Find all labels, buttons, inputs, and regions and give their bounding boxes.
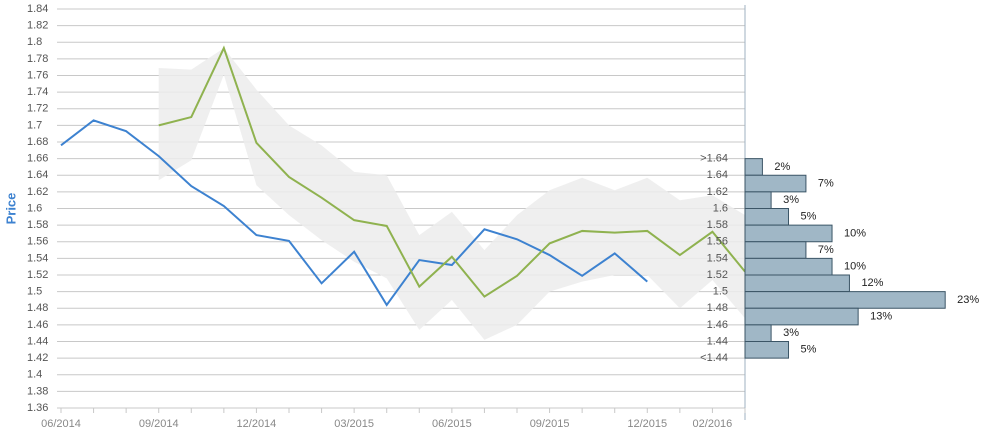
bin-label: 1.56 bbox=[707, 236, 728, 248]
y-tick-label: 1.6 bbox=[27, 202, 42, 214]
y-tick-label: 1.58 bbox=[27, 219, 48, 231]
histogram-bar bbox=[744, 291, 946, 309]
y-tick-label: 1.76 bbox=[27, 69, 48, 81]
bar-value-label: 2% bbox=[774, 161, 790, 173]
bin-label: 1.54 bbox=[707, 252, 728, 264]
x-tick-label: 02/2016 bbox=[693, 418, 733, 430]
y-tick-label: 1.44 bbox=[27, 335, 48, 347]
bar-value-label: 10% bbox=[844, 227, 866, 239]
histogram-bar bbox=[744, 158, 763, 176]
histogram-bar bbox=[744, 257, 833, 276]
bar-value-label: 5% bbox=[801, 211, 817, 223]
y-tick-label: 1.72 bbox=[27, 103, 48, 115]
y-tick-label: 1.66 bbox=[27, 153, 48, 165]
bin-label: >1.64 bbox=[700, 153, 728, 165]
histogram-bar bbox=[744, 174, 807, 193]
histogram-bar bbox=[744, 208, 790, 226]
bin-label: <1.44 bbox=[700, 352, 728, 364]
y-tick-label: 1.78 bbox=[27, 53, 48, 65]
y-tick-label: 1.4 bbox=[27, 369, 42, 381]
range-band bbox=[158, 48, 745, 340]
y-tick-label: 1.54 bbox=[27, 252, 48, 264]
x-tick-label: 06/2014 bbox=[41, 418, 81, 430]
bin-label: 1.52 bbox=[707, 269, 728, 281]
bin-label: 1.48 bbox=[707, 302, 728, 314]
x-tick-label: 12/2014 bbox=[237, 418, 277, 430]
bin-label: 1.44 bbox=[707, 335, 728, 347]
histogram-bar bbox=[744, 341, 790, 359]
y-tick-label: 1.64 bbox=[27, 169, 48, 181]
y-tick-label: 1.38 bbox=[27, 385, 48, 397]
histogram-bar bbox=[744, 191, 772, 209]
histogram-bar bbox=[744, 224, 833, 243]
y-tick-label: 1.7 bbox=[27, 119, 42, 131]
y-tick-label: 1.8 bbox=[27, 36, 42, 48]
y-tick-label: 1.74 bbox=[27, 86, 48, 98]
bar-value-label: 12% bbox=[861, 277, 883, 289]
y-tick-label: 1.62 bbox=[27, 186, 48, 198]
y-tick-label: 1.36 bbox=[27, 402, 48, 414]
bin-label: 1.58 bbox=[707, 219, 728, 231]
bar-value-label: 23% bbox=[957, 294, 979, 306]
y-tick-label: 1.42 bbox=[27, 352, 48, 364]
bin-label: 1.6 bbox=[713, 202, 728, 214]
y-tick-label: 1.82 bbox=[27, 20, 48, 32]
y-tick-label: 1.68 bbox=[27, 136, 48, 148]
bin-label: 1.46 bbox=[707, 319, 728, 331]
bar-value-label: 7% bbox=[818, 177, 834, 189]
y-tick-label: 1.46 bbox=[27, 319, 48, 331]
histogram-bar bbox=[744, 324, 772, 342]
x-tick-label: 06/2015 bbox=[432, 418, 472, 430]
price-line bbox=[158, 45, 746, 298]
y-tick-label: 1.56 bbox=[27, 236, 48, 248]
histogram-bar bbox=[744, 274, 850, 293]
bar-value-label: 10% bbox=[844, 261, 866, 273]
bar-value-label: 7% bbox=[818, 244, 834, 256]
x-tick-label: 09/2015 bbox=[530, 418, 570, 430]
bin-label: 1.62 bbox=[707, 186, 728, 198]
bin-label: 1.5 bbox=[713, 286, 728, 298]
y-tick-label: 1.52 bbox=[27, 269, 48, 281]
y-axis-label: Price bbox=[3, 193, 18, 225]
bar-value-label: 13% bbox=[870, 310, 892, 322]
bar-value-label: 3% bbox=[783, 327, 799, 339]
x-tick-label: 12/2015 bbox=[627, 418, 667, 430]
y-tick-label: 1.5 bbox=[27, 286, 42, 298]
x-tick-label: 03/2015 bbox=[334, 418, 374, 430]
bar-value-label: 3% bbox=[783, 194, 799, 206]
bar-value-label: 5% bbox=[801, 344, 817, 356]
x-tick-label: 09/2014 bbox=[139, 418, 179, 430]
histogram-bar bbox=[744, 241, 807, 259]
y-tick-label: 1.48 bbox=[27, 302, 48, 314]
y-tick-label: 1.84 bbox=[27, 3, 48, 15]
price-line bbox=[60, 119, 648, 307]
bin-label: 1.64 bbox=[707, 169, 728, 181]
histogram-bar bbox=[744, 307, 859, 326]
